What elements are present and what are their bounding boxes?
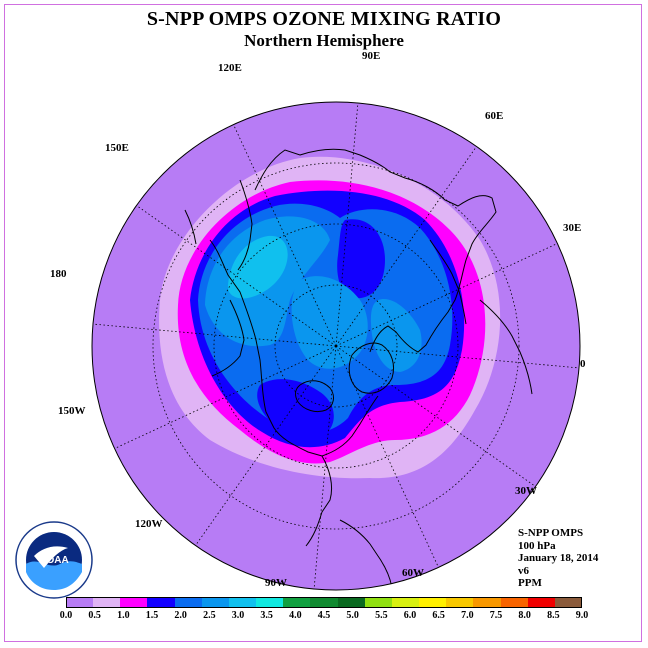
longitude-label-90E: 90E <box>362 50 381 62</box>
ozone-level-2.5-central <box>291 276 368 369</box>
longitude-label-30E: 30E <box>563 222 582 234</box>
colorbar-tick-label: 0.5 <box>88 610 101 621</box>
map-info-block: S-NPP OMPS 100 hPa January 18, 2014 v6 P… <box>518 527 598 590</box>
colorbar-tick-label: 3.0 <box>231 610 245 621</box>
figure-title: S-NPP OMPS OZONE MIXING RATIO <box>146 8 502 30</box>
colorbar-tick-label: 9.0 <box>575 610 589 621</box>
colorbar-tick-label: 0.0 <box>59 610 73 621</box>
coastline-mexico <box>305 455 333 547</box>
meridian-120E <box>233 124 337 347</box>
colorbar-tick-label: 6.0 <box>403 610 417 621</box>
longitude-label-120W: 120W <box>135 518 163 530</box>
colorbar-tick-label: 6.5 <box>432 610 445 621</box>
coastline-japan <box>184 209 197 245</box>
colorbar-swatch <box>446 597 474 608</box>
coastline-alaska <box>211 299 245 377</box>
figure-frame <box>4 4 642 642</box>
longitude-label-60W: 60W <box>402 567 424 579</box>
coastline-east-asia <box>237 179 253 271</box>
meridian-90W <box>313 345 337 590</box>
meridian-60E <box>335 146 477 347</box>
coastline-europe <box>429 239 467 325</box>
colorbar-tick-label: 2.0 <box>174 610 187 621</box>
map-boundary <box>91 101 581 591</box>
colorbar-swatch <box>93 597 121 608</box>
ozone-level-2.0-ring-east <box>337 219 385 299</box>
longitude-label-150E: 150E <box>105 142 129 154</box>
colorbar-swatch <box>391 597 420 608</box>
colorbar-swatch <box>256 597 284 608</box>
colorbar-swatch <box>283 597 311 608</box>
meridians <box>92 102 580 590</box>
colorbar-tick-label: 8.0 <box>518 610 531 621</box>
colorbar-swatch <box>120 597 148 608</box>
meridian-30W <box>335 345 536 487</box>
svg-text:NOAA: NOAA <box>39 555 68 566</box>
coastline-eurasia <box>254 148 497 353</box>
colorbar-swatch <box>419 597 447 608</box>
info-instrument: S-NPP OMPS <box>518 527 584 539</box>
longitude-label-120E: 120E <box>218 62 242 74</box>
colorbar-tick-label: 3.5 <box>260 610 273 621</box>
colorbar-swatch <box>174 597 203 608</box>
longitude-label-60E: 60E <box>485 110 504 122</box>
meridian-150E <box>136 205 337 347</box>
colorbar-swatch <box>527 597 556 608</box>
longitude-label-180: 180 <box>50 268 67 280</box>
meridian-60W <box>335 345 439 568</box>
meridian-120W <box>195 345 337 546</box>
meridian-150W <box>114 345 337 449</box>
colorbar-swatch <box>201 597 230 608</box>
colorbar-tick-label: 2.5 <box>203 610 216 621</box>
colorbar-tick-label: 4.5 <box>317 610 331 621</box>
colorbar-tick-label: 7.0 <box>461 610 474 621</box>
meridian-90E <box>335 102 359 347</box>
latitude-circle-0 <box>152 162 520 530</box>
coastline-africa <box>479 299 533 395</box>
colorbar-swatch <box>473 597 502 608</box>
info-level: 100 hPa <box>518 539 556 552</box>
colorbar-swatch <box>228 597 257 608</box>
colorbar-tick-label: 7.5 <box>489 610 503 621</box>
meridian-180 <box>92 323 337 347</box>
colorbar-tick-label: 4.0 <box>289 610 302 621</box>
info-version: v6 <box>518 564 529 577</box>
colorbar-tick-label: 8.5 <box>547 610 560 621</box>
coastline-hudson-bay <box>295 380 334 413</box>
colorbar-tick-label: 5.5 <box>375 610 388 621</box>
info-date: January 18, 2014 <box>518 552 599 564</box>
coastlines <box>184 148 533 589</box>
info-units: PPM <box>518 577 542 589</box>
longitude-label-30W: 30W <box>515 485 537 497</box>
graticule <box>152 162 520 530</box>
colorbar-border <box>66 597 582 608</box>
latitude-circle-60n <box>274 284 398 408</box>
longitude-label-0: 0 <box>580 358 586 370</box>
colorbar-tick-label: 1.0 <box>117 610 130 621</box>
colorbar-swatch <box>554 597 583 608</box>
ozone-level-3.0 <box>227 235 288 299</box>
colorbar-tick-label: 5.0 <box>346 610 359 621</box>
colorbar-swatch <box>337 597 366 608</box>
colorbar-swatch <box>66 597 94 608</box>
colorbar-tick-label: 1.5 <box>145 610 159 621</box>
colorbar-swatch <box>364 597 393 608</box>
longitude-label-150W: 150W <box>58 405 86 417</box>
longitude-label-90W: 90W <box>265 577 287 589</box>
figure-subtitle: Northern Hemisphere <box>244 31 404 50</box>
latitude-circle-30n <box>213 223 459 469</box>
noaa-logo: NOAA <box>15 521 93 599</box>
meridian-0 <box>335 345 580 369</box>
colorbar-swatch <box>147 597 176 608</box>
coastline-north-america <box>209 239 379 457</box>
colorbar-swatch <box>500 597 529 608</box>
colorbar-swatch <box>310 597 339 608</box>
meridian-30E <box>335 243 558 347</box>
ozone-level-1.5-patch-na <box>257 379 334 439</box>
coastline-south-america <box>339 519 393 589</box>
coastline-greenland <box>348 342 395 394</box>
